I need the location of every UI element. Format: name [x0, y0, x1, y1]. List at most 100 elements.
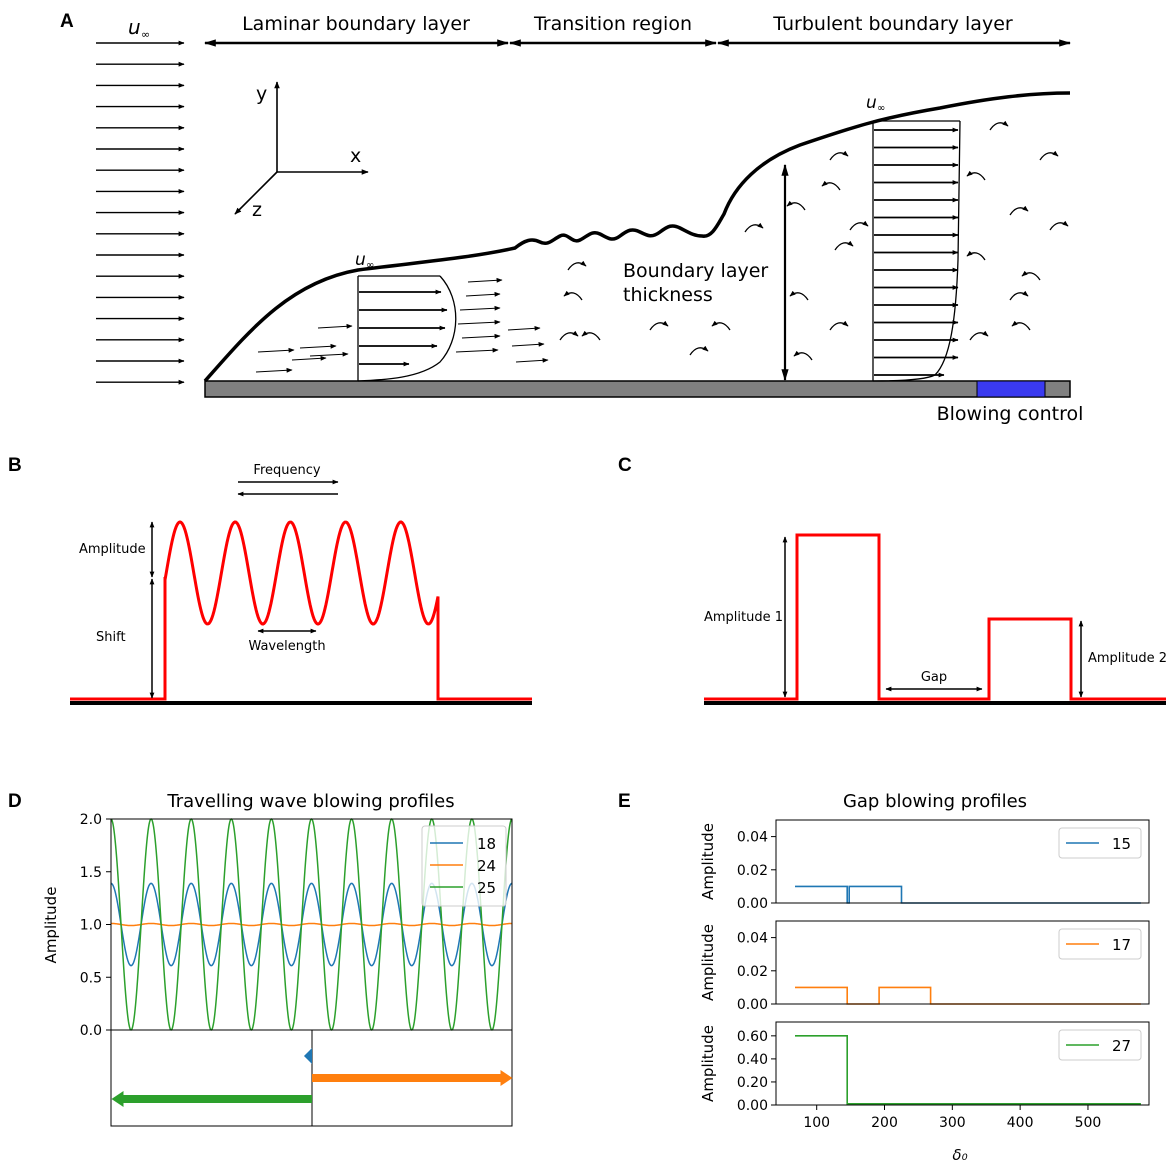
flow-arrow: [291, 355, 327, 361]
swirl-arrow: [567, 260, 587, 271]
swirl-arrow: [581, 330, 601, 341]
swirl-arrow: [966, 170, 986, 181]
flow-arrow: [309, 351, 349, 357]
gap-series-15: [795, 885, 1141, 904]
wave-legend: 18 24 25: [421, 825, 507, 907]
ytick-label: 0.60: [737, 1029, 768, 1045]
legend-label-17: 17: [1112, 936, 1131, 954]
transition-label: Transition region: [533, 13, 692, 35]
ytick-label: 0.00: [737, 896, 768, 912]
swirl-arrow: [834, 240, 854, 251]
laminar-u-subscript: ∞: [366, 260, 374, 271]
ytick-label: 0.00: [737, 997, 768, 1013]
flow-arrow: [317, 323, 353, 329]
panel-b-label: B: [8, 455, 22, 476]
swirl-arrow: [786, 200, 806, 211]
x-axis-label: x: [350, 145, 361, 167]
ytick-label: 0.5: [80, 970, 102, 986]
turbulent-profile: u ∞: [866, 93, 961, 382]
amplitude2-label: Amplitude 2: [1088, 651, 1167, 666]
thickness-label-line1: Boundary layer: [623, 260, 768, 282]
legend-label-25: 25: [477, 879, 496, 897]
gap-series-27: [795, 1035, 1141, 1105]
panel-e-xlabel: δ₀: [952, 1146, 967, 1164]
swirl-arrow: [559, 330, 579, 341]
ytick-label: 1.5: [80, 865, 102, 881]
ytick-label: 0.04: [737, 830, 768, 846]
xtick-label: 500: [1075, 1115, 1102, 1131]
swirl-arrow: [1021, 270, 1041, 281]
panel-a: A u ∞ Laminar boundary layer Transition …: [60, 11, 1083, 425]
xtick-label: 300: [939, 1115, 966, 1131]
wave-plot-yticks: 0.0 0.5 1.0 1.5 2.0: [80, 812, 111, 1039]
gap-label: Gap: [921, 670, 947, 685]
frequency-label: Frequency: [253, 463, 320, 478]
legend-label-27: 27: [1112, 1037, 1131, 1055]
turbulent-u-subscript: ∞: [877, 103, 885, 114]
xtick-label: 100: [803, 1115, 830, 1131]
ytick-label: 2.0: [80, 812, 102, 828]
swirl-arrow: [1049, 220, 1069, 231]
flow-arrow: [457, 319, 501, 325]
swirl-arrow: [1009, 205, 1029, 216]
subplot-frame: [775, 1021, 1150, 1106]
blowing-control-strip: [976, 380, 1046, 398]
flow-arrow: [467, 277, 503, 283]
legend-label-15: 15: [1112, 835, 1131, 853]
panel-d: D Travelling wave blowing profiles Ampli…: [8, 791, 513, 1127]
swirl-arrow: [1011, 320, 1031, 331]
ytick-label: 0.02: [737, 964, 768, 980]
direction-arrow-25: [111, 1091, 312, 1107]
legend-label-24: 24: [477, 857, 496, 875]
xtick-label: 400: [1007, 1115, 1034, 1131]
panel-d-label: D: [8, 791, 22, 812]
flow-arrow: [299, 343, 337, 349]
turbulent-label: Turbulent boundary layer: [772, 13, 1013, 35]
xtick-label: 200: [871, 1115, 898, 1131]
ytick-label: 0.40: [737, 1052, 768, 1068]
subplot-ylabel: Amplitude: [699, 1025, 717, 1102]
ytick-label: 0.02: [737, 863, 768, 879]
swirl-arrow: [1039, 150, 1059, 161]
laminar-label: Laminar boundary layer: [242, 13, 470, 35]
turbulent-swirls: [559, 120, 1069, 361]
swirl-arrow: [969, 330, 989, 341]
y-axis-label: y: [256, 83, 267, 105]
panel-e-title: Gap blowing profiles: [843, 791, 1027, 812]
swirl-arrow: [744, 222, 764, 233]
ytick-label: 1.0: [80, 918, 102, 934]
freestream-label: u: [128, 15, 141, 39]
panel-d-ylabel: Amplitude: [42, 887, 60, 964]
turbulent-u-label: u: [866, 93, 877, 113]
panel-a-label: A: [60, 11, 74, 32]
swirl-arrow: [789, 290, 809, 301]
flow-arrow: [515, 357, 549, 363]
wall-plate: [204, 380, 1071, 398]
z-axis-arrow: [234, 171, 278, 215]
swirl-arrow: [689, 345, 709, 356]
subplot-frame: [775, 920, 1150, 1005]
panel-b: B Frequency Amplitude Shift Wavelength: [8, 455, 532, 705]
swirl-arrow: [821, 180, 841, 191]
direction-arrow-18: [303, 1048, 312, 1064]
laminar-profile: u ∞: [355, 250, 457, 382]
swirl-arrow: [829, 150, 849, 161]
boundary-layer-edge: [203, 91, 1071, 383]
amplitude-label: Amplitude: [79, 542, 146, 557]
gap-subplots: 0.00 0.02 0.04 Amplitude 15 0.00 0.02 0.04 Ampli…: [699, 819, 1150, 1131]
ytick-label: 0.20: [737, 1075, 768, 1091]
flow-arrow: [459, 305, 501, 311]
flow-arrow: [511, 341, 545, 347]
flow-arrow: [255, 367, 293, 373]
swirl-arrow: [989, 120, 1009, 131]
gap-series-17: [795, 986, 1141, 1005]
panel-c: C Amplitude 1 Amplitude 2 Gap: [618, 455, 1167, 705]
freestream-subscript: ∞: [141, 28, 150, 41]
swirl-arrow: [1009, 290, 1029, 301]
panel-e: E Gap blowing profiles 0.00 0.02 0.04 Ampli…: [618, 791, 1150, 1164]
swirl-arrow: [793, 350, 813, 361]
wavelength-label: Wavelength: [248, 639, 325, 654]
wave-series-18: [110, 882, 513, 967]
swirl-arrow: [711, 320, 731, 331]
